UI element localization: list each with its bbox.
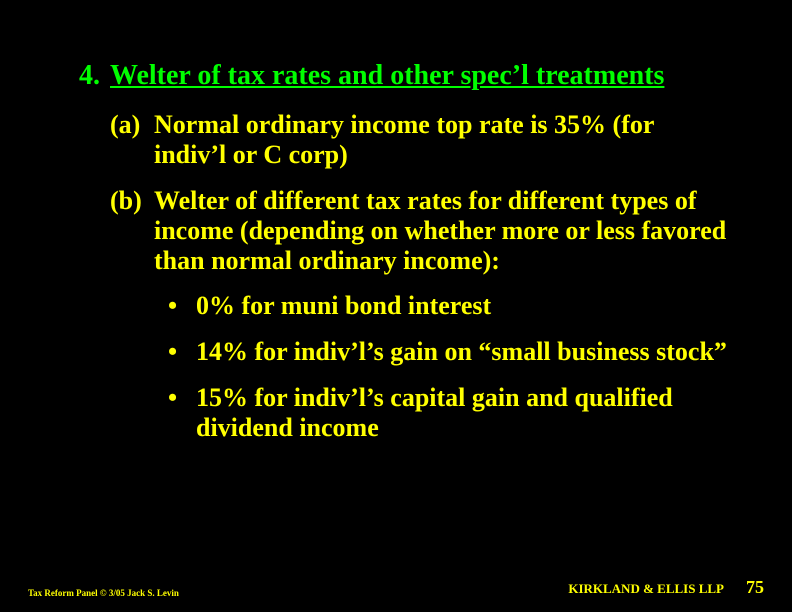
outline-item-4: 4. Welter of tax rates and other spec’l … [60,60,732,92]
sub-marker: (b) [110,186,154,216]
bullet-item: • 14% for indiv’l’s gain on “small busin… [168,337,732,367]
footer-firm: KIRKLAND & ELLIS LLP [568,581,724,597]
page-number: 75 [746,577,764,598]
bullet-icon: • [168,291,196,321]
bullet-item: • 15% for indiv’l’s capital gain and qua… [168,383,732,443]
slide: 4. Welter of tax rates and other spec’l … [0,0,792,612]
outline-heading: Welter of tax rates and other spec’l tre… [110,60,664,92]
sub-text: Welter of different tax rates for differ… [154,186,732,276]
bullet-item: • 0% for muni bond interest [168,291,732,321]
footer: Tax Reform Panel © 3/05 Jack S. Levin KI… [0,577,792,598]
sub-item-a: (a) Normal ordinary income top rate is 3… [110,110,732,170]
footer-right: KIRKLAND & ELLIS LLP 75 [568,577,764,598]
outline-number: 4. [60,60,110,92]
bullet-text: 14% for indiv’l’s gain on “small busines… [196,337,727,367]
bullet-text: 15% for indiv’l’s capital gain and quali… [196,383,732,443]
bullet-text: 0% for muni bond interest [196,291,491,321]
sub-item-b: (b) Welter of different tax rates for di… [110,186,732,276]
sub-marker: (a) [110,110,154,140]
sub-text: Normal ordinary income top rate is 35% (… [154,110,732,170]
bullet-icon: • [168,383,196,413]
bullet-icon: • [168,337,196,367]
footer-copyright: Tax Reform Panel © 3/05 Jack S. Levin [28,588,179,598]
